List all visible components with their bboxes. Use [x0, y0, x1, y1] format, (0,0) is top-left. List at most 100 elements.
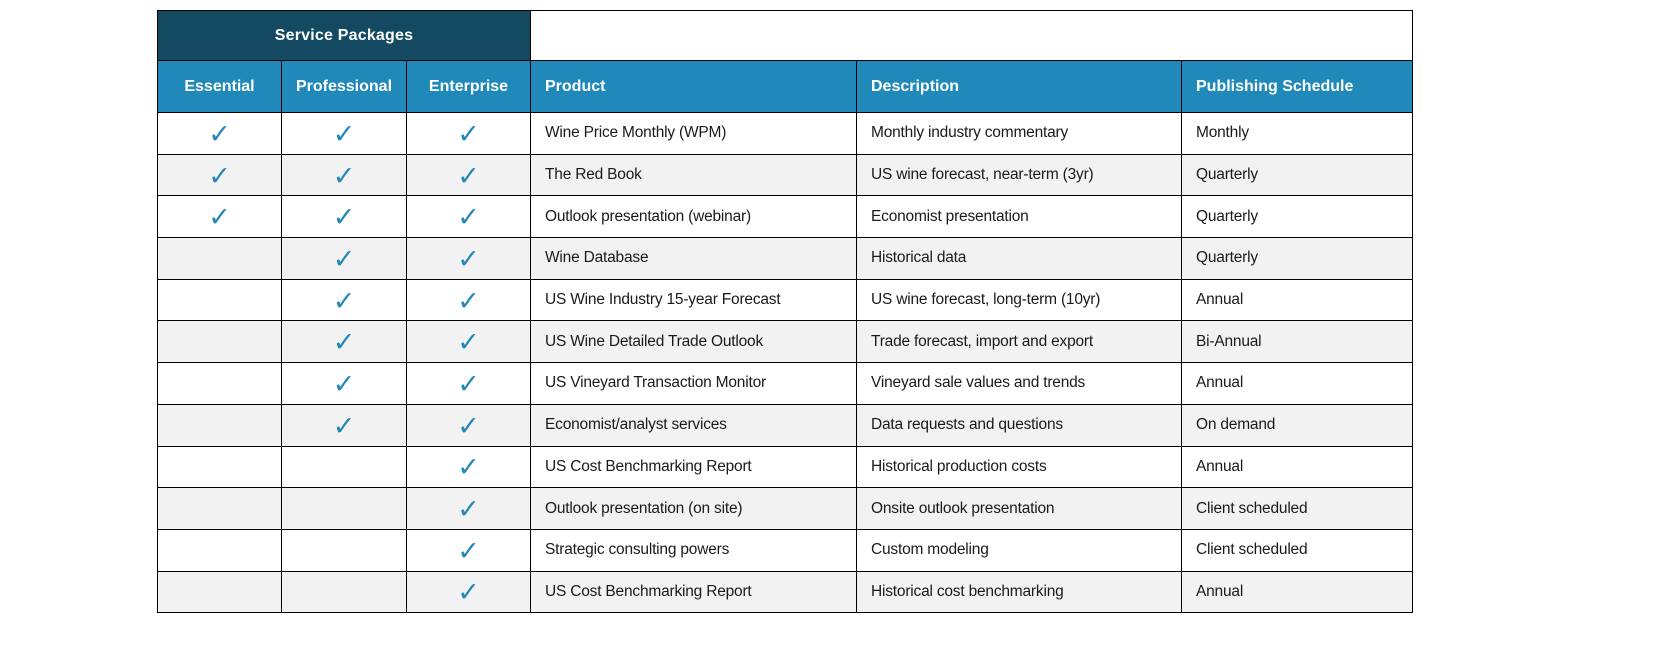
table-row: ✓ Outlook presentation (on site) Onsite ou… [157, 487, 1413, 530]
checkmark-icon: ✓ [332, 243, 356, 274]
description-cell: Data requests and questions [856, 403, 1182, 447]
professional-check-cell [281, 445, 407, 489]
column-header-description: Description [856, 60, 1182, 113]
professional-check-cell [281, 570, 407, 614]
product-cell: US Vineyard Transaction Monitor [530, 362, 857, 405]
checkmark-icon: ✓ [332, 202, 356, 233]
checkmark-icon: ✓ [457, 577, 480, 608]
professional-check-cell: ✓ [281, 362, 407, 405]
checkmark-icon: ✓ [332, 285, 356, 316]
description-cell: Trade forecast, import and export [856, 320, 1182, 364]
column-header-schedule: Publishing Schedule [1181, 60, 1413, 113]
enterprise-check-cell: ✓ [406, 362, 531, 405]
table-body: ✓ ✓ ✓ Wine Price Monthly (WPM) Monthly indus… [157, 112, 1413, 614]
essential-check-cell [157, 445, 282, 489]
enterprise-check-cell: ✓ [406, 487, 531, 530]
service-packages-table: Service Packages Essential Professional … [157, 10, 1413, 614]
professional-check-cell [281, 487, 407, 530]
description-cell: US wine forecast, near-term (3yr) [856, 153, 1182, 197]
checkmark-icon: ✓ [457, 202, 480, 233]
table-row: ✓ ✓ US Vineyard Transaction Monitor Vineyar… [157, 362, 1413, 405]
checkmark-icon: ✓ [457, 327, 480, 358]
description-cell: Monthly industry commentary [856, 112, 1182, 155]
schedule-cell: Annual [1181, 362, 1413, 405]
column-header-product: Product [530, 60, 857, 113]
enterprise-check-cell: ✓ [406, 445, 531, 489]
schedule-cell: Annual [1181, 278, 1413, 322]
checkmark-icon: ✓ [457, 285, 480, 316]
essential-check-cell [157, 362, 282, 405]
schedule-cell: Monthly [1181, 112, 1413, 155]
professional-check-cell: ✓ [281, 403, 407, 447]
product-cell: US Cost Benchmarking Report [530, 445, 857, 489]
product-cell: Wine Price Monthly (WPM) [530, 112, 857, 155]
description-cell: Onsite outlook presentation [856, 487, 1182, 530]
checkmark-icon: ✓ [457, 368, 480, 399]
professional-check-cell: ✓ [281, 278, 407, 322]
schedule-cell: Client scheduled [1181, 528, 1413, 572]
description-cell: US wine forecast, long-term (10yr) [856, 278, 1182, 322]
column-header-professional: Professional [281, 60, 407, 113]
checkmark-icon: ✓ [332, 368, 356, 399]
enterprise-check-cell: ✓ [406, 153, 531, 197]
product-cell: US Wine Detailed Trade Outlook [530, 320, 857, 364]
description-cell: Historical cost benchmarking [856, 570, 1182, 614]
product-cell: US Cost Benchmarking Report [530, 570, 857, 614]
group-header-row: Service Packages [157, 10, 1413, 61]
column-header-enterprise: Enterprise [406, 60, 531, 113]
table-row: ✓ ✓ US Wine Industry 15-year Forecast US wi… [157, 278, 1413, 322]
enterprise-check-cell: ✓ [406, 237, 531, 280]
essential-check-cell [157, 528, 282, 572]
checkmark-icon: ✓ [457, 160, 480, 191]
professional-check-cell: ✓ [281, 320, 407, 364]
table-row: ✓ ✓ ✓ Outlook presentation (webinar) Economi… [157, 195, 1413, 239]
column-header-essential: Essential [157, 60, 282, 113]
enterprise-check-cell: ✓ [406, 320, 531, 364]
essential-check-cell: ✓ [157, 112, 282, 155]
group-header-service-packages: Service Packages [157, 10, 531, 61]
essential-check-cell [157, 487, 282, 530]
enterprise-check-cell: ✓ [406, 528, 531, 572]
essential-check-cell [157, 278, 282, 322]
table-row: ✓ ✓ Wine Database Historical data Quarterly [157, 237, 1413, 280]
checkmark-icon: ✓ [457, 410, 480, 441]
schedule-cell: Bi-Annual [1181, 320, 1413, 364]
checkmark-icon: ✓ [332, 160, 356, 191]
checkmark-icon: ✓ [332, 327, 356, 358]
schedule-cell: Annual [1181, 445, 1413, 489]
description-cell: Vineyard sale values and trends [856, 362, 1182, 405]
column-header-row: Essential Professional Enterprise Produc… [157, 60, 1413, 113]
product-cell: US Wine Industry 15-year Forecast [530, 278, 857, 322]
essential-check-cell [157, 320, 282, 364]
product-cell: Outlook presentation (webinar) [530, 195, 857, 239]
table-row: ✓ ✓ Economist/analyst services Data request… [157, 403, 1413, 447]
professional-check-cell: ✓ [281, 195, 407, 239]
enterprise-check-cell: ✓ [406, 195, 531, 239]
enterprise-check-cell: ✓ [406, 278, 531, 322]
checkmark-icon: ✓ [208, 202, 231, 233]
product-cell: Economist/analyst services [530, 403, 857, 447]
essential-check-cell [157, 403, 282, 447]
table-row: ✓ ✓ ✓ The Red Book US wine forecast, near-te… [157, 153, 1413, 197]
table-row: ✓ ✓ US Wine Detailed Trade Outlook Trade fo… [157, 320, 1413, 364]
professional-check-cell: ✓ [281, 153, 407, 197]
checkmark-icon: ✓ [457, 494, 480, 525]
schedule-cell: Quarterly [1181, 195, 1413, 239]
schedule-cell: Quarterly [1181, 237, 1413, 280]
table-row: ✓ Strategic consulting powers Custom model… [157, 528, 1413, 572]
product-cell: Outlook presentation (on site) [530, 487, 857, 530]
checkmark-icon: ✓ [208, 160, 231, 191]
checkmark-icon: ✓ [208, 118, 231, 149]
essential-check-cell [157, 237, 282, 280]
enterprise-check-cell: ✓ [406, 570, 531, 614]
checkmark-icon: ✓ [457, 452, 480, 483]
product-cell: Strategic consulting powers [530, 528, 857, 572]
enterprise-check-cell: ✓ [406, 403, 531, 447]
professional-check-cell: ✓ [281, 112, 407, 155]
description-cell: Custom modeling [856, 528, 1182, 572]
essential-check-cell: ✓ [157, 153, 282, 197]
checkmark-icon: ✓ [332, 410, 356, 441]
service-packages-table-container: Service Packages Essential Professional … [157, 10, 1413, 614]
group-header-spacer [530, 10, 1413, 61]
